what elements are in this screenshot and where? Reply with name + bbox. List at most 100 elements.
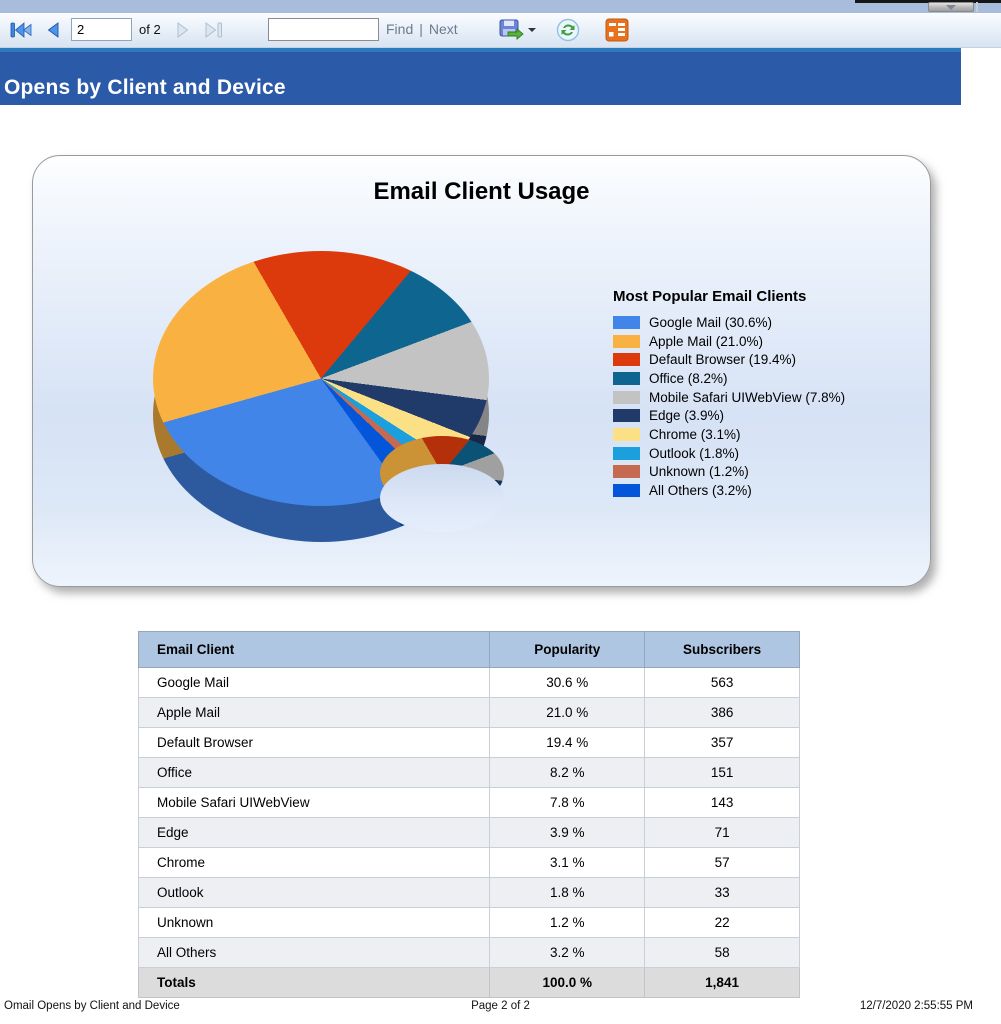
legend-label: Google Mail (30.6%) bbox=[649, 314, 773, 330]
cell-subscribers: 143 bbox=[644, 787, 800, 818]
chart-legend: Most Popular Email Clients Google Mail (… bbox=[613, 288, 928, 500]
table-row: Google Mail 30.6 % 563 bbox=[137, 667, 800, 698]
table-row: Default Browser 19.4 % 357 bbox=[137, 727, 800, 758]
accent-line bbox=[0, 48, 961, 52]
email-client-table: Email Client Popularity Subscribers Google… bbox=[137, 631, 800, 998]
export-dropdown-button[interactable] bbox=[528, 18, 536, 42]
report-toolbar: of 2 Find | Next bbox=[0, 13, 1001, 48]
export-save-icon bbox=[499, 19, 524, 40]
next-link[interactable]: Next bbox=[428, 21, 458, 37]
page-number-input[interactable] bbox=[71, 18, 132, 41]
find-text-input[interactable] bbox=[268, 18, 379, 41]
find-next-separator: | bbox=[419, 21, 423, 37]
cell-client: Default Browser bbox=[137, 727, 491, 758]
legend-item: Office (8.2%) bbox=[613, 369, 928, 388]
legend-item: Edge (3.9%) bbox=[613, 406, 928, 425]
report-footer: Omail Opens by Client and Device Page 2 … bbox=[0, 1000, 1001, 1020]
totals-row: Totals 100.0 % 1,841 bbox=[137, 967, 800, 998]
next-page-button[interactable] bbox=[176, 18, 190, 42]
cell-subscribers: 22 bbox=[644, 907, 800, 938]
legend-label: Unknown (1.2%) bbox=[649, 464, 749, 480]
browser-black-bar bbox=[855, 0, 1001, 3]
export-button[interactable] bbox=[498, 18, 524, 42]
legend-swatch bbox=[613, 334, 640, 348]
table-row: Unknown 1.2 % 22 bbox=[137, 907, 800, 938]
find-link[interactable]: Find bbox=[386, 21, 414, 37]
table-row: Apple Mail 21.0 % 386 bbox=[137, 697, 800, 728]
cell-client: Office bbox=[137, 757, 491, 788]
collapse-dropdown-button[interactable] bbox=[928, 2, 974, 12]
table-row: Mobile Safari UIWebView 7.8 % 143 bbox=[137, 787, 800, 818]
browser-top-strip bbox=[0, 0, 1001, 13]
cell-client: Mobile Safari UIWebView bbox=[137, 787, 491, 818]
footer-report-name: Omail Opens by Client and Device bbox=[4, 1000, 180, 1012]
cell-client: Unknown bbox=[137, 907, 491, 938]
previous-page-icon bbox=[47, 22, 59, 38]
refresh-button[interactable] bbox=[556, 18, 580, 42]
cell-popularity: 1.8 % bbox=[489, 877, 646, 908]
legend-label: Default Browser (19.4%) bbox=[649, 352, 797, 368]
legend-swatch bbox=[613, 409, 640, 423]
legend-swatch bbox=[613, 465, 640, 479]
cell-popularity: 19.4 % bbox=[489, 727, 646, 758]
legend-label: Mobile Safari UIWebView (7.8%) bbox=[649, 389, 846, 405]
previous-page-button[interactable] bbox=[46, 18, 60, 42]
last-page-icon bbox=[205, 22, 222, 38]
legend-swatch bbox=[613, 427, 640, 441]
legend-item: Apple Mail (21.0%) bbox=[613, 332, 928, 351]
legend-item: Outlook (1.8%) bbox=[613, 444, 928, 463]
cell-subscribers: 71 bbox=[644, 817, 800, 848]
cell-subscribers: 58 bbox=[644, 937, 800, 968]
table-row: Office 8.2 % 151 bbox=[137, 757, 800, 788]
cell-client: Chrome bbox=[137, 847, 491, 878]
donut-chart bbox=[153, 251, 504, 543]
cell-popularity: 1.2 % bbox=[489, 907, 646, 938]
cell-client: Outlook bbox=[137, 877, 491, 908]
cell-popularity: 100.0 % bbox=[489, 967, 646, 998]
legend-swatch bbox=[613, 446, 640, 460]
last-page-button[interactable] bbox=[205, 18, 225, 42]
cell-client: All Others bbox=[137, 937, 491, 968]
chevron-down-icon bbox=[946, 4, 956, 10]
donut-hole bbox=[380, 464, 504, 532]
column-header: Subscribers bbox=[644, 631, 800, 668]
cell-popularity: 7.8 % bbox=[489, 787, 646, 818]
legend-items: Google Mail (30.6%) Apple Mail (21.0%) Def… bbox=[613, 313, 928, 500]
find-next-links: Find | Next bbox=[386, 21, 458, 37]
cell-popularity: 3.9 % bbox=[489, 817, 646, 848]
cell-client: Totals bbox=[137, 967, 491, 998]
cell-popularity: 21.0 % bbox=[489, 697, 646, 728]
page-title: Opens by Client and Device bbox=[4, 76, 286, 99]
cell-subscribers: 33 bbox=[644, 877, 800, 908]
chart-card: Email Client Usage Most Popular Email Cl… bbox=[32, 155, 931, 587]
cell-client: Google Mail bbox=[137, 667, 491, 698]
cell-client: Apple Mail bbox=[137, 697, 491, 728]
table-row: All Others 3.2 % 58 bbox=[137, 937, 800, 968]
legend-title: Most Popular Email Clients bbox=[613, 288, 807, 305]
legend-swatch bbox=[613, 315, 640, 329]
legend-item: Chrome (3.1%) bbox=[613, 425, 928, 444]
legend-label: Outlook (1.8%) bbox=[649, 445, 740, 461]
report-title-bar: Opens by Client and Device bbox=[0, 52, 961, 105]
report-layout-button[interactable] bbox=[605, 18, 629, 42]
cell-popularity: 30.6 % bbox=[489, 667, 646, 698]
table-row: Chrome 3.1 % 57 bbox=[137, 847, 800, 878]
legend-item: Mobile Safari UIWebView (7.8%) bbox=[613, 388, 928, 407]
legend-swatch bbox=[613, 484, 640, 498]
legend-swatch bbox=[613, 353, 640, 367]
first-page-button[interactable] bbox=[10, 18, 32, 42]
report-layout-icon bbox=[605, 18, 629, 42]
column-header: Popularity bbox=[489, 631, 646, 668]
legend-swatch bbox=[613, 371, 640, 385]
cell-subscribers: 563 bbox=[644, 667, 800, 698]
legend-item: Default Browser (19.4%) bbox=[613, 350, 928, 369]
refresh-icon bbox=[556, 18, 580, 42]
cell-popularity: 3.2 % bbox=[489, 937, 646, 968]
legend-label: Chrome (3.1%) bbox=[649, 426, 741, 442]
next-page-icon bbox=[177, 22, 189, 38]
cell-subscribers: 151 bbox=[644, 757, 800, 788]
cell-subscribers: 357 bbox=[644, 727, 800, 758]
legend-label: Office (8.2%) bbox=[649, 370, 728, 386]
cell-popularity: 8.2 % bbox=[489, 757, 646, 788]
page-count-label: of 2 bbox=[139, 22, 161, 37]
